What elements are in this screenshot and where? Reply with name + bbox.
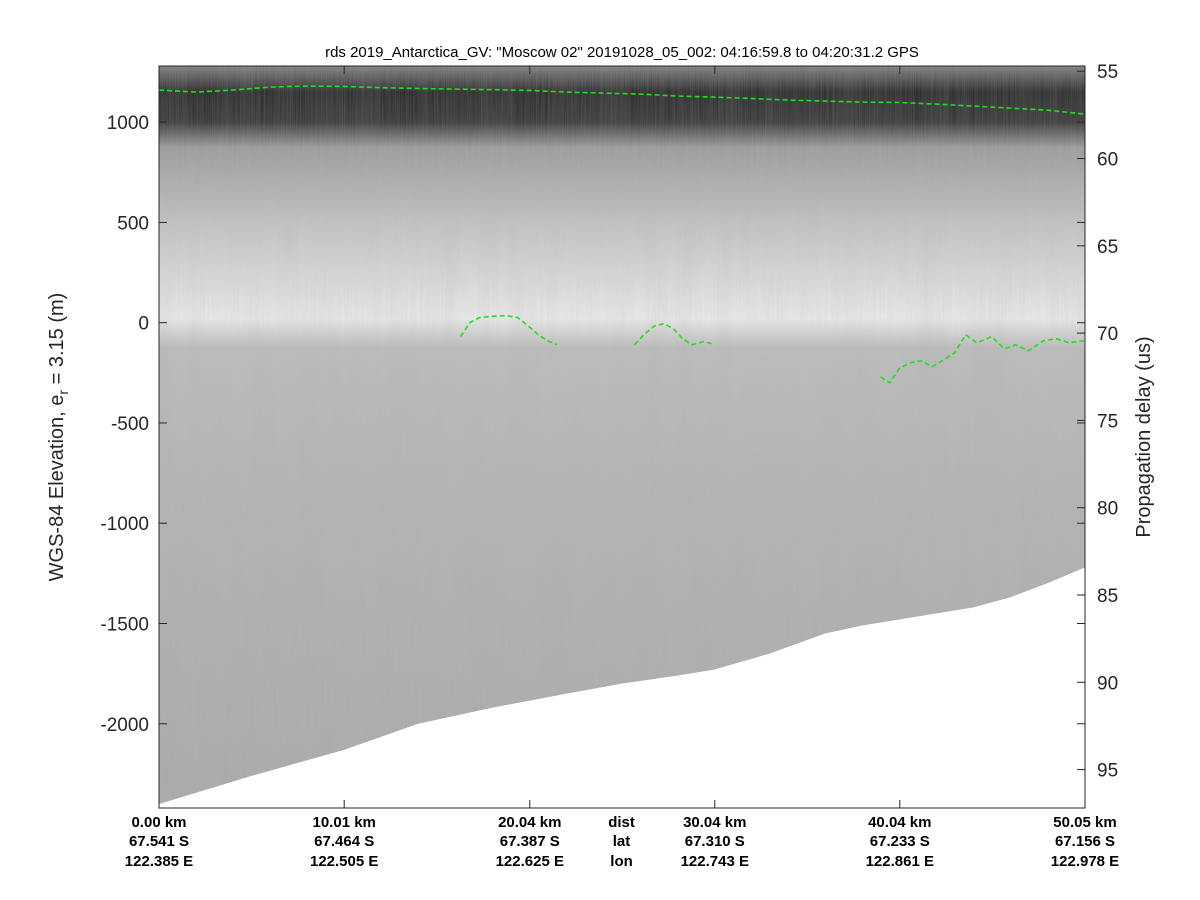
x-tick-dist-label: 40.04 km <box>868 814 931 831</box>
y-axis-left-title-tail: = 3.15 (m) <box>46 293 68 390</box>
y-axis-left-title: WGS-84 Elevation, er = 3.15 (m) <box>46 293 71 582</box>
right-tick-label: 90 <box>1097 673 1118 694</box>
no-data-region <box>159 567 1085 808</box>
plot-frame <box>158 65 1086 809</box>
y-axis-right-title: Propagation delay (us) <box>1133 336 1155 537</box>
x-tick-lat-label: 67.387 S <box>500 833 560 850</box>
right-tick-label: 55 <box>1097 62 1118 83</box>
right-tick-label: 65 <box>1097 237 1118 258</box>
x-tick-dist-label: 20.04 km <box>498 814 561 831</box>
x-tick-lat-label: 67.541 S <box>129 833 189 850</box>
right-tick-label: 80 <box>1097 499 1118 520</box>
row-label-lat: lat <box>613 833 631 850</box>
right-tick-label: 95 <box>1097 761 1118 782</box>
right-tick-label: 70 <box>1097 324 1118 345</box>
x-tick-lon-label: 122.505 E <box>310 853 378 870</box>
left-tick-label: -1000 <box>100 514 149 535</box>
x-tick-dist-label: 10.01 km <box>313 814 376 831</box>
x-tick-dist-label: 0.00 km <box>131 814 186 831</box>
layer-pick-line-3 <box>633 322 713 346</box>
x-tick-dist-label: 30.04 km <box>683 814 746 831</box>
left-tick-label: 500 <box>117 213 149 234</box>
y-axis-left-title-main: WGS-84 Elevation, e <box>46 395 68 582</box>
row-label-dist: dist <box>608 814 635 831</box>
left-tick-label: -500 <box>111 414 149 435</box>
left-tick-label: -1500 <box>100 615 149 636</box>
layer-pick-line-1 <box>159 85 1085 115</box>
left-tick-label: 1000 <box>107 113 149 134</box>
x-tick-lat-label: 67.464 S <box>314 833 374 850</box>
layer-pick-line-2 <box>459 314 558 346</box>
left-tick-label: 0 <box>138 314 149 335</box>
left-tick-label: -2000 <box>100 715 149 736</box>
row-label-lon: lon <box>610 853 633 870</box>
right-tick-label: 85 <box>1097 586 1118 607</box>
x-tick-lon-label: 122.861 E <box>866 853 934 870</box>
right-tick-label: 60 <box>1097 150 1118 171</box>
x-tick-lat-label: 67.310 S <box>685 833 745 850</box>
x-tick-lat-label: 67.156 S <box>1055 833 1115 850</box>
x-tick-lon-label: 122.743 E <box>681 853 749 870</box>
x-tick-lon-label: 122.625 E <box>496 853 564 870</box>
x-tick-dist-label: 50.05 km <box>1053 814 1116 831</box>
right-tick-label: 75 <box>1097 411 1118 432</box>
y-axis-left-title-subscript: r <box>55 390 71 395</box>
x-tick-lon-label: 122.385 E <box>125 853 193 870</box>
x-tick-lon-label: 122.978 E <box>1051 853 1119 870</box>
chart-title: rds 2019_Antarctica_GV: "Moscow 02" 2019… <box>325 44 919 61</box>
x-tick-lat-label: 67.233 S <box>870 833 930 850</box>
